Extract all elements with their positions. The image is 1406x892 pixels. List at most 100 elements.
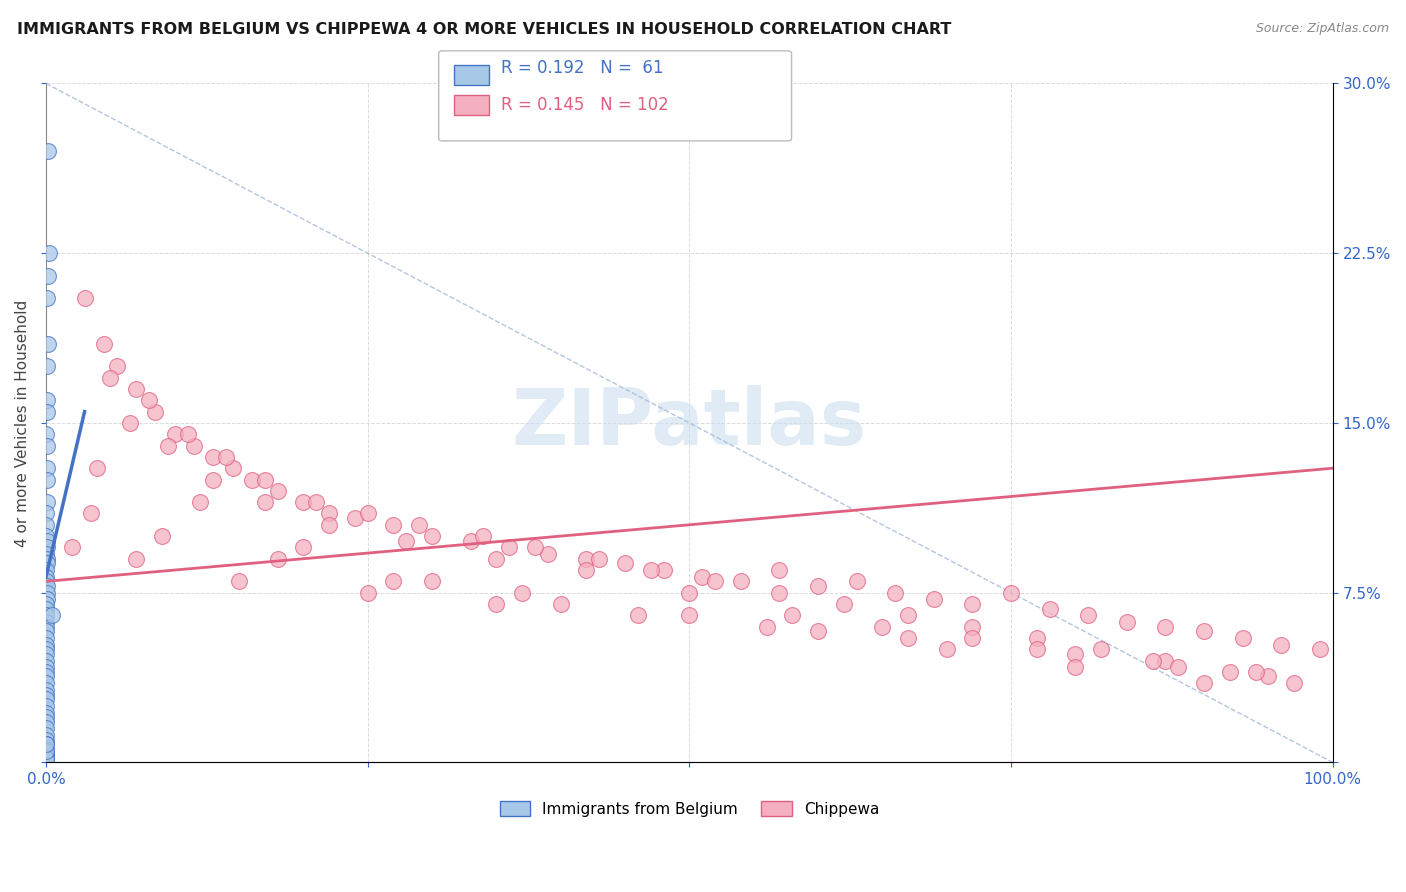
- Point: [35, 631, 58, 645]
- Point: [537, 547, 560, 561]
- Point: [35, 585, 58, 599]
- Point: [35, 507, 58, 521]
- Point: [690, 570, 713, 584]
- Point: [253, 495, 276, 509]
- Point: [35, 744, 58, 758]
- Point: [35, 579, 58, 593]
- Point: [35, 732, 58, 747]
- Point: [163, 427, 186, 442]
- Point: [35, 748, 58, 763]
- Point: [318, 507, 340, 521]
- Point: [678, 608, 700, 623]
- Point: [1039, 601, 1062, 615]
- Point: [35, 495, 58, 509]
- Point: [550, 597, 572, 611]
- Point: [807, 624, 830, 639]
- Point: [60, 541, 83, 555]
- Point: [176, 427, 198, 442]
- Point: [125, 382, 148, 396]
- Point: [35, 642, 58, 657]
- Point: [292, 541, 315, 555]
- Point: [125, 551, 148, 566]
- Point: [35, 427, 58, 442]
- Point: [730, 574, 752, 589]
- Point: [35, 688, 58, 702]
- Point: [35, 592, 58, 607]
- Point: [807, 579, 830, 593]
- Point: [35, 737, 58, 751]
- Point: [35, 654, 58, 668]
- Point: [35, 551, 58, 566]
- Point: [1025, 631, 1047, 645]
- Point: [93, 336, 115, 351]
- Point: [202, 450, 225, 464]
- Point: [80, 507, 103, 521]
- Point: [183, 439, 205, 453]
- Point: [1077, 608, 1099, 623]
- Point: [35, 517, 58, 532]
- Point: [35, 683, 58, 698]
- Point: [935, 642, 957, 657]
- Point: [897, 631, 920, 645]
- Point: [143, 404, 166, 418]
- Point: [382, 574, 405, 589]
- Point: [35, 620, 58, 634]
- Point: [614, 556, 637, 570]
- Point: [420, 574, 443, 589]
- Point: [1167, 660, 1189, 674]
- Point: [98, 370, 121, 384]
- Point: [35, 574, 58, 589]
- Point: [35, 292, 58, 306]
- Point: [1064, 660, 1087, 674]
- Point: [37, 404, 59, 418]
- Point: [832, 597, 855, 611]
- Point: [485, 551, 508, 566]
- Point: [343, 511, 366, 525]
- Point: [1064, 647, 1087, 661]
- Text: IMMIGRANTS FROM BELGIUM VS CHIPPEWA 4 OR MORE VEHICLES IN HOUSEHOLD CORRELATION : IMMIGRANTS FROM BELGIUM VS CHIPPEWA 4 OR…: [17, 22, 952, 37]
- Point: [510, 585, 533, 599]
- Point: [1257, 669, 1279, 683]
- Point: [35, 601, 58, 615]
- Point: [215, 450, 238, 464]
- Point: [35, 714, 58, 729]
- Point: [35, 393, 58, 408]
- Point: [627, 608, 650, 623]
- Point: [35, 706, 58, 720]
- Point: [35, 692, 58, 706]
- Text: R = 0.145   N = 102: R = 0.145 N = 102: [501, 96, 668, 114]
- Point: [652, 563, 675, 577]
- Point: [35, 473, 58, 487]
- Point: [588, 551, 610, 566]
- Point: [35, 541, 58, 555]
- Point: [962, 597, 984, 611]
- Point: [35, 615, 58, 629]
- Point: [884, 585, 907, 599]
- Point: [35, 660, 58, 674]
- Point: [782, 608, 804, 623]
- Point: [35, 737, 58, 751]
- Point: [1232, 631, 1254, 645]
- Point: [35, 747, 58, 761]
- Point: [35, 710, 58, 724]
- Point: [872, 620, 894, 634]
- Point: [118, 416, 141, 430]
- Point: [105, 359, 128, 374]
- Point: [1154, 620, 1177, 634]
- Point: [35, 547, 58, 561]
- Point: [420, 529, 443, 543]
- Legend: Immigrants from Belgium, Chippewa: Immigrants from Belgium, Chippewa: [494, 795, 886, 822]
- Point: [157, 439, 180, 453]
- Y-axis label: 4 or more Vehicles in Household: 4 or more Vehicles in Household: [15, 300, 30, 547]
- Point: [575, 551, 598, 566]
- Point: [37, 145, 59, 159]
- Point: [35, 556, 58, 570]
- Point: [395, 533, 418, 548]
- Point: [1309, 642, 1331, 657]
- Point: [35, 359, 58, 374]
- Point: [35, 751, 58, 765]
- Point: [35, 728, 58, 742]
- Point: [138, 393, 160, 408]
- Point: [768, 585, 790, 599]
- Point: [35, 669, 58, 683]
